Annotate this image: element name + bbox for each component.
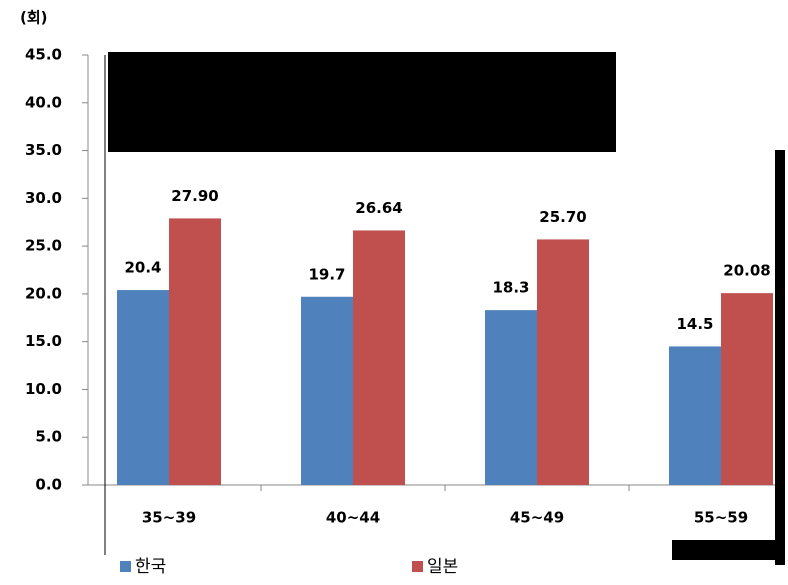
y-tick-label: 30.0: [25, 189, 62, 207]
redaction: [775, 150, 785, 565]
y-tick-label: 0.0: [35, 476, 62, 494]
y-tick-label: 40.0: [25, 93, 62, 111]
x-tick-label: 40~44: [326, 509, 380, 527]
y-tick-label: 20.0: [25, 284, 62, 302]
data-label: 25.70: [539, 208, 586, 226]
data-label: 20.4: [124, 259, 161, 277]
bar: [669, 346, 721, 485]
bar: [537, 239, 589, 485]
y-tick-label: 15.0: [25, 332, 62, 350]
data-label: 19.7: [308, 265, 345, 283]
y-tick-label: 5.0: [35, 428, 62, 446]
legend-text: 한국: [135, 557, 166, 577]
y-unit-label: (회): [20, 9, 48, 27]
plot: 0.0 5.0 10.0 15.0 20.0 25.0 30.0 35.0 40.0 45.0 35…: [25, 46, 773, 577]
x-tick-label: 35~39: [142, 509, 196, 527]
y-tick-label: 45.0: [25, 46, 62, 64]
y-tick-label: 35.0: [25, 141, 62, 159]
redaction: [672, 540, 782, 560]
legend-text: 일본: [427, 557, 458, 577]
bar: [169, 218, 221, 485]
data-label: 27.90: [171, 187, 218, 205]
legend-swatch: [412, 561, 423, 572]
data-label: 26.64: [355, 199, 402, 217]
x-tick-label: 45~49: [510, 509, 564, 527]
bar: [117, 290, 169, 485]
y-tick-label: 25.0: [25, 237, 62, 255]
data-label: 20.08: [723, 262, 770, 280]
data-label: 18.3: [492, 279, 529, 297]
legend-swatch: [120, 561, 131, 572]
bar: [353, 230, 405, 485]
redaction: [108, 52, 616, 152]
bar: [485, 310, 537, 485]
y-tick-label: 10.0: [25, 380, 62, 398]
bar: [301, 296, 353, 485]
data-label: 14.5: [676, 315, 713, 333]
bar: [721, 293, 773, 485]
x-tick-label: 55~59: [694, 509, 748, 527]
